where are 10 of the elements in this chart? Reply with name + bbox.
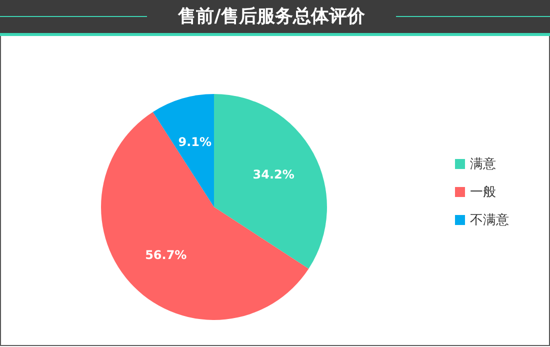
pie-slice — [152, 94, 214, 207]
data-label: 56.7% — [145, 248, 187, 262]
pie-slice — [101, 112, 309, 320]
data-label: 9.1% — [178, 134, 212, 149]
legend-label: 一般 — [470, 184, 496, 201]
chart-title: 售前/售后服务总体评价 — [176, 5, 366, 28]
legend-label: 不满意 — [470, 212, 509, 229]
pie-slice — [214, 94, 327, 269]
legend-label: 满意 — [470, 156, 496, 173]
data-label: 34.2% — [252, 168, 294, 182]
